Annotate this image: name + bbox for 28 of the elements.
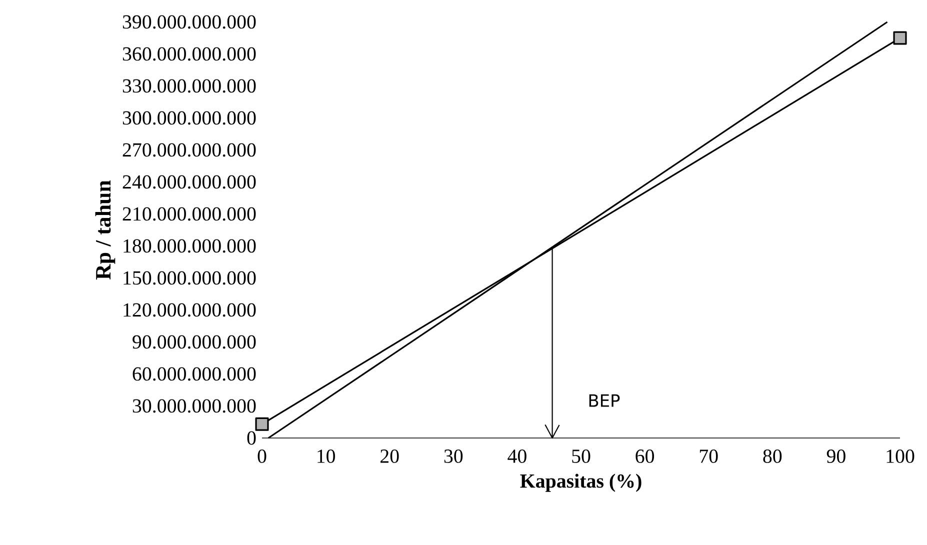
x-tick-label: 100: [886, 449, 914, 463]
y-tick-label: 180.000.000.000: [124, 239, 256, 253]
y-tick-label: 150.000.000.000: [124, 271, 256, 285]
y-tick-label: 390.000.000.000: [122, 15, 256, 29]
x-tick-label: 80: [763, 449, 782, 463]
ref-line-label: BEP: [589, 394, 620, 407]
x-tick-label: 60: [636, 449, 654, 463]
x-tick-label: 20: [380, 449, 399, 463]
y-tick-label: 0: [247, 431, 256, 445]
x-tick-label: 70: [700, 449, 718, 463]
y-axis-title: Rp / tahun: [95, 180, 116, 280]
x-axis-title: Kapasitas (%): [520, 474, 642, 492]
y-tick-label: 360.000.000.000: [122, 47, 256, 61]
y-tick-label: 240.000.000.000: [122, 175, 256, 189]
y-tick-label: 270.000.000.000: [122, 143, 256, 157]
x-tick-label: 0: [258, 449, 266, 463]
y-tick-label: 60.000.000.000: [132, 367, 256, 381]
y-tick-label: 330.000.000.000: [122, 79, 256, 93]
x-tick-label: 90: [826, 449, 846, 463]
x-tick-label: 40: [508, 449, 526, 463]
y-tick-label: 30.000.000.000: [132, 399, 256, 413]
x-tick-label: 10: [318, 449, 336, 463]
y-tick-label: 120.000.000.000: [124, 303, 256, 317]
y-tick-label: 210.000.000.000: [122, 207, 256, 221]
y-tick-label: 300.000.000.000: [122, 111, 256, 125]
x-tick-label: 50: [572, 449, 590, 463]
x-tick-label: 30: [444, 449, 463, 463]
y-tick-label: 90.000.000.000: [132, 335, 256, 349]
